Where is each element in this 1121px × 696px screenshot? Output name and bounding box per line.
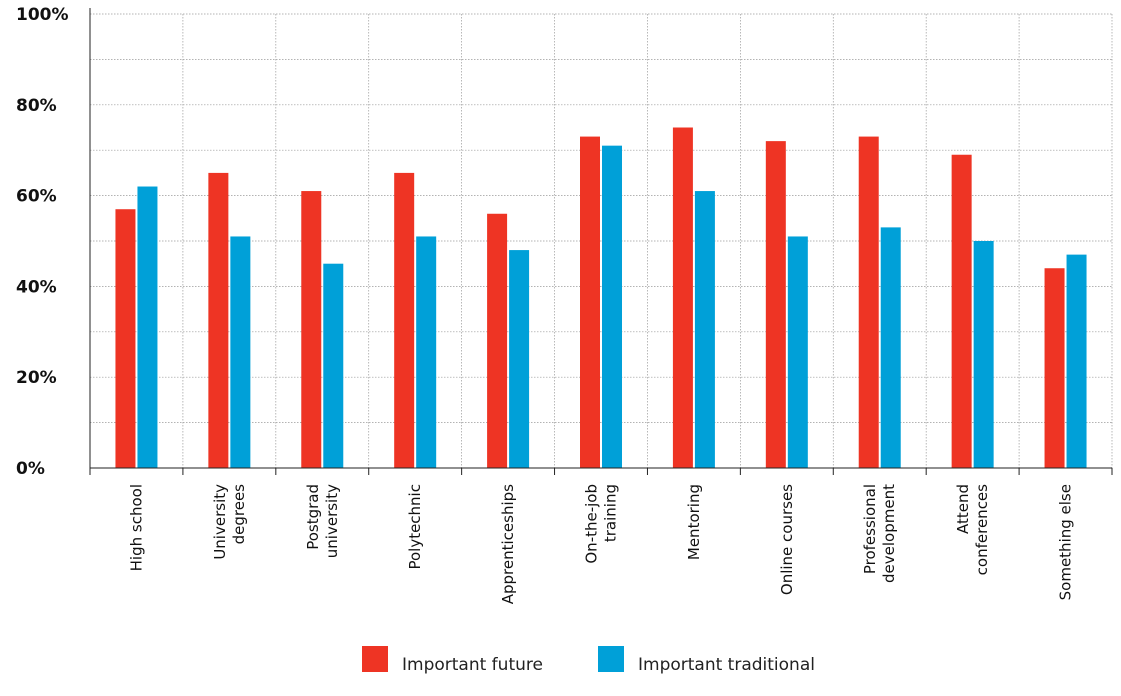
bar-important-future: [1044, 268, 1065, 468]
bar-important-future: [858, 136, 879, 468]
x-category-label: Postgrad: [304, 484, 322, 550]
x-category-label: degrees: [230, 484, 248, 545]
y-tick-label: 0%: [16, 459, 45, 479]
bar-important-traditional: [137, 186, 158, 468]
y-tick-label: 80%: [16, 96, 57, 116]
x-category-label: Online courses: [778, 484, 796, 595]
x-category-label: Apprenticeships: [499, 484, 517, 604]
legend-swatch: [362, 646, 388, 672]
y-axis-ticks: 0% 20% 40% 60% 80% 100%: [16, 5, 69, 479]
x-category-label: training: [602, 484, 620, 542]
y-tick-label: 60%: [16, 187, 57, 207]
legend-label: Important traditional: [638, 655, 815, 675]
bar-important-traditional: [787, 236, 808, 468]
bar-important-future: [208, 172, 229, 468]
x-category-label: University: [211, 484, 229, 560]
bar-important-traditional: [509, 250, 530, 468]
x-category-label: Mentoring: [685, 484, 703, 560]
bar-important-traditional: [1066, 254, 1087, 468]
x-category-label: conferences: [973, 484, 991, 575]
bars: [115, 127, 1087, 469]
y-tick-label: 20%: [16, 368, 57, 388]
x-category-label: Professional: [861, 484, 879, 574]
legend-swatch: [598, 646, 624, 672]
legend-label: Important future: [402, 655, 543, 675]
bar-important-future: [951, 154, 972, 469]
x-axis-labels: High school University degrees Postgrad univ…: [127, 484, 1074, 604]
bar-important-traditional: [602, 145, 622, 468]
bar-important-future: [487, 213, 508, 468]
x-axis-ticks: [89, 468, 1113, 475]
x-category-label: High school: [127, 484, 145, 571]
bar-important-traditional: [323, 263, 344, 468]
x-category-label: development: [880, 484, 898, 583]
legend: Important future Important traditional: [362, 646, 815, 675]
x-category-label: Attend: [954, 484, 972, 534]
grid-lines: [90, 13, 1113, 468]
x-category-label: university: [323, 484, 341, 558]
bar-important-future: [672, 127, 693, 468]
y-tick-label: 100%: [16, 5, 69, 25]
x-category-label: Something else: [1057, 484, 1075, 600]
bar-important-future: [301, 191, 322, 468]
x-category-label: On-the-job: [583, 484, 601, 564]
bar-important-traditional: [230, 236, 251, 468]
bar-important-traditional: [416, 236, 437, 468]
bar-important-future: [115, 209, 136, 468]
bar-important-traditional: [880, 227, 901, 468]
bar-important-future: [394, 172, 415, 468]
x-category-label: Polytechnic: [406, 484, 424, 570]
bar-important-traditional: [694, 191, 715, 468]
bar-important-traditional: [973, 241, 994, 468]
bar-important-future: [580, 136, 600, 468]
bar-important-future: [765, 141, 786, 468]
y-tick-label: 40%: [16, 277, 57, 297]
